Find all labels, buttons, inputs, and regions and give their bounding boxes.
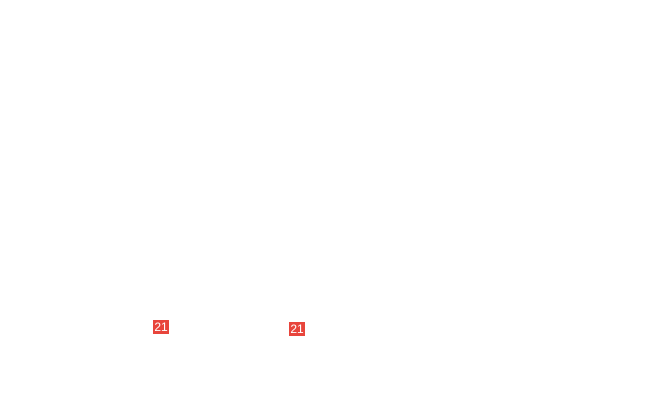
count-badge[interactable]: 21: [289, 322, 305, 336]
count-badge[interactable]: 21: [153, 320, 169, 334]
